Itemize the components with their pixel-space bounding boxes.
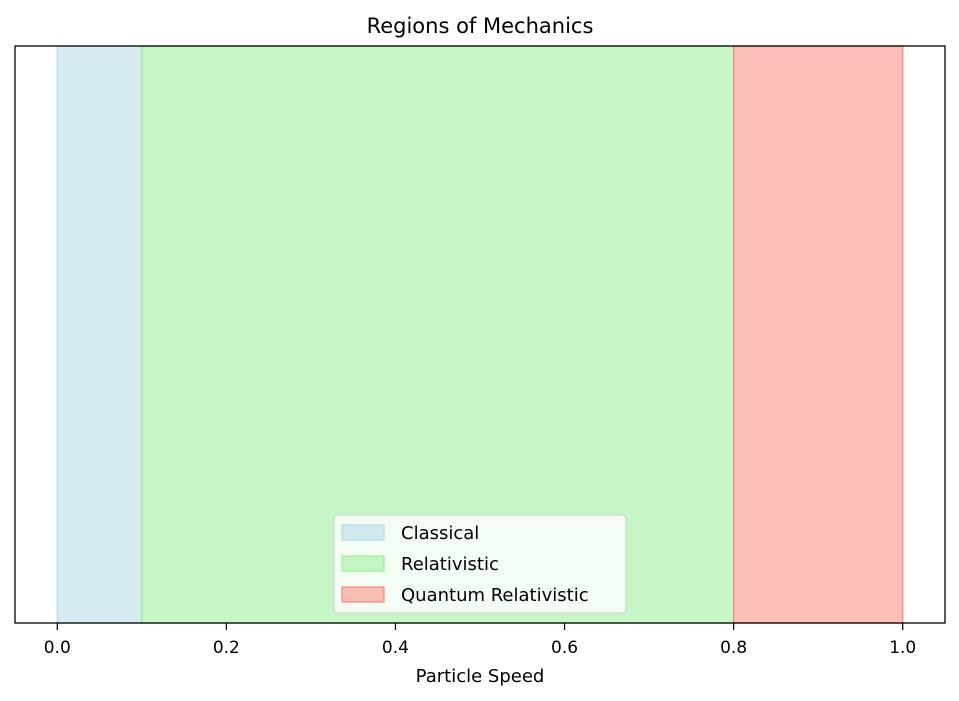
x-tick-label: 1.0 <box>889 638 916 658</box>
legend-label-quantum-relativistic: Quantum Relativistic <box>401 585 589 606</box>
region-quantum-relativistic <box>733 45 904 624</box>
x-axis-ticks: 0.0 0.2 0.4 0.6 0.8 1.0 <box>44 623 916 658</box>
legend-swatch-quantum-relativistic <box>341 586 385 603</box>
legend-box <box>333 514 627 614</box>
x-tick-label: 0.0 <box>44 638 71 658</box>
legend: Classical Relativistic Quantum Relativisti… <box>333 514 627 614</box>
x-axis-label: Particle Speed <box>416 666 545 687</box>
x-tick-label: 0.2 <box>213 638 240 658</box>
legend-label-classical: Classical <box>401 523 479 544</box>
chart-title: Regions of Mechanics <box>367 14 594 38</box>
legend-swatch-relativistic <box>341 555 385 572</box>
plot-frame <box>14 45 946 624</box>
legend-label-relativistic: Relativistic <box>401 554 499 575</box>
x-tick-label: 0.8 <box>720 638 747 658</box>
x-tick-label: 0.6 <box>551 638 578 658</box>
legend-swatch-classical <box>341 524 385 541</box>
x-tick-label: 0.4 <box>382 638 409 658</box>
region-classical <box>56 45 143 624</box>
